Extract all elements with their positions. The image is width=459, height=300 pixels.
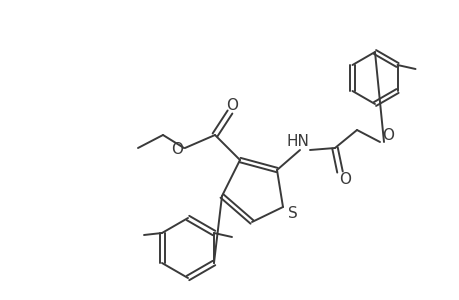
Text: O: O xyxy=(225,98,237,112)
Text: O: O xyxy=(381,128,393,143)
Text: O: O xyxy=(171,142,183,158)
Text: O: O xyxy=(338,172,350,188)
Text: HN: HN xyxy=(286,134,309,148)
Text: S: S xyxy=(287,206,297,221)
